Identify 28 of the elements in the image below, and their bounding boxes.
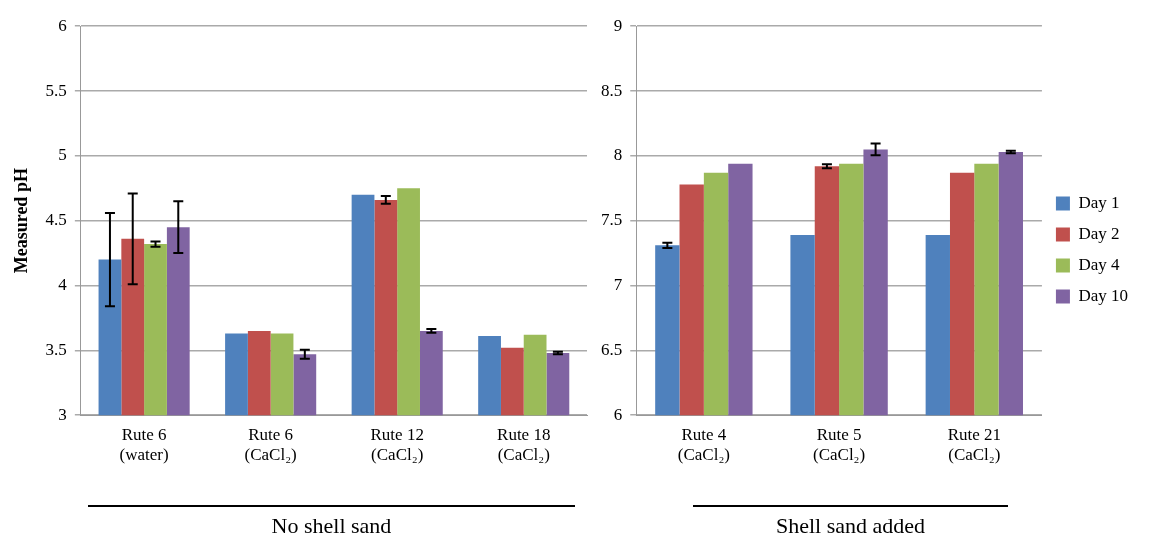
text: Shell sand added <box>774 513 927 539</box>
y-tick-label: 7.5 <box>601 210 623 230</box>
y-tick-label: 4.5 <box>45 210 67 230</box>
y-tick-label: 6 <box>613 404 623 424</box>
x-tick-label: Rute 4 (CaCl₂) <box>677 424 730 465</box>
y-tick-label: 6.5 <box>601 339 623 359</box>
y-tick-label: 3 <box>58 404 67 424</box>
legend-label: Day 10 <box>1078 285 1129 305</box>
x-tick-label: Rute 6 (water) <box>119 424 169 465</box>
y-tick-label: 6 <box>58 15 67 35</box>
y-tick-label: 5.5 <box>45 80 67 100</box>
text: No shell sand <box>270 513 393 539</box>
legend-label: Day 4 <box>1078 254 1120 274</box>
x-tick-label: Rute 5 (CaCl₂) <box>812 424 866 465</box>
y-tick-label: 8.5 <box>601 80 623 100</box>
y-axis-title: Measured pH <box>11 168 32 274</box>
legend-label: Day 1 <box>1078 192 1120 212</box>
x-tick-label: Rute 21 (CaCl₂) <box>947 424 1001 465</box>
y-tick-label: 7 <box>613 275 623 294</box>
y-tick-label: 4 <box>58 275 68 294</box>
y-tick-label: 9 <box>613 15 623 35</box>
y-tick-label: 8 <box>613 145 623 165</box>
x-tick-label: Rute 12 (CaCl₂) <box>370 424 424 465</box>
y-tick-label: 5 <box>58 145 67 165</box>
y-tick-label: 3.5 <box>45 339 67 359</box>
x-tick-label: Rute 18 (CaCl₂) <box>497 424 551 465</box>
legend-label: Day 2 <box>1078 223 1120 243</box>
x-tick-label: Rute 6 (CaCl₂) <box>244 424 297 465</box>
